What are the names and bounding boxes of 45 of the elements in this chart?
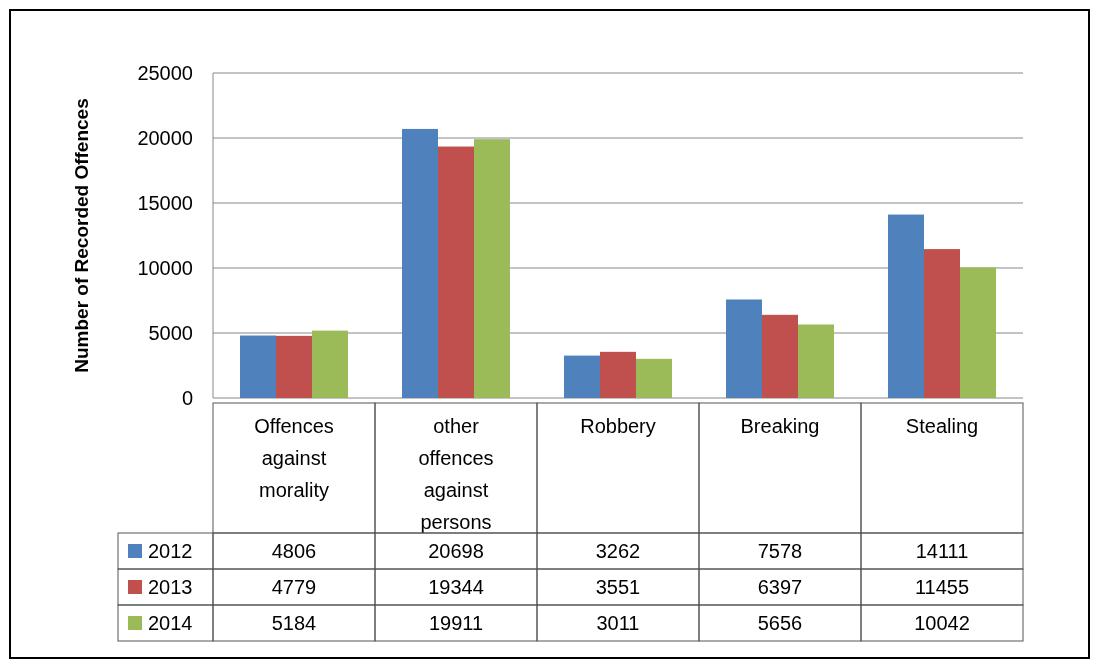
legend-label: 2012 — [148, 540, 193, 562]
data-label: 5656 — [757, 612, 803, 634]
bar — [960, 267, 996, 398]
data-label: 7578 — [757, 540, 803, 562]
bar — [402, 128, 438, 398]
y-tick-label: 20000 — [137, 127, 193, 149]
x-tick-label: Breaking — [740, 415, 820, 437]
y-tick-label: 5000 — [148, 322, 193, 344]
data-label: 20698 — [428, 540, 484, 562]
bar — [564, 355, 600, 398]
bar — [276, 335, 312, 398]
x-tick-label: Offences against morality — [254, 415, 334, 501]
y-tick-label: 10000 — [137, 257, 193, 279]
data-label: 14111 — [915, 540, 969, 562]
y-axis-title: Number of Recorded Offences — [71, 98, 92, 373]
data-label: 19911 — [428, 612, 484, 634]
data-label: 3551 — [595, 576, 641, 598]
bar — [600, 351, 636, 398]
bar — [240, 335, 276, 398]
data-label: 4779 — [271, 576, 317, 598]
x-tick-label: other offences against persons — [418, 415, 494, 533]
bar — [924, 249, 960, 398]
y-tick-label: 25000 — [137, 62, 193, 84]
data-label: 3262 — [595, 540, 641, 562]
bar — [312, 330, 348, 398]
data-label: 3011 — [596, 612, 640, 634]
x-tick-label: Stealing — [905, 415, 979, 437]
data-label: 4806 — [271, 540, 317, 562]
y-tick-label: 15000 — [137, 192, 193, 214]
bar — [888, 214, 924, 398]
x-tick-label: Robbery — [580, 415, 656, 437]
bar — [762, 314, 798, 398]
data-label: 19344 — [428, 576, 484, 598]
y-tick-label: 0 — [181, 387, 193, 409]
data-label: 10042 — [914, 612, 970, 634]
bar — [636, 358, 672, 398]
data-label: 11455 — [914, 576, 970, 598]
bar — [726, 299, 762, 398]
bar — [438, 146, 474, 398]
legend-label: 2013 — [148, 576, 193, 598]
data-label: 5184 — [271, 612, 317, 634]
data-label: 6397 — [757, 576, 803, 598]
bar — [474, 139, 510, 398]
bar — [798, 324, 834, 398]
legend-label: 2014 — [148, 612, 193, 634]
